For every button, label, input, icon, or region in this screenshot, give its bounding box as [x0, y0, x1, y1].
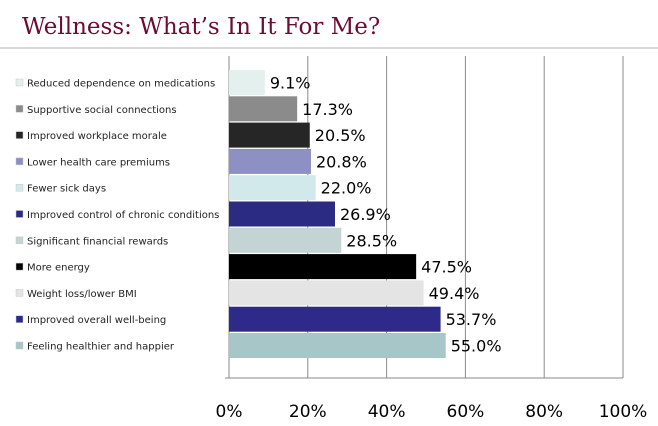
x-tick-label: 40%	[368, 402, 406, 422]
legend-label: Weight loss/lower BMI	[27, 289, 137, 300]
legend-swatch	[15, 210, 24, 218]
legend-swatch	[15, 105, 24, 113]
data-label: 47.5%	[421, 258, 472, 277]
bar	[229, 280, 424, 306]
data-label: 49.4%	[429, 284, 480, 303]
legend-swatch	[15, 131, 24, 139]
legend-swatch	[15, 315, 24, 323]
x-tick-label: 0%	[216, 402, 243, 422]
bar	[229, 122, 310, 148]
bar	[229, 96, 298, 122]
legend-swatch	[15, 341, 24, 350]
title-divider	[0, 47, 658, 49]
legend-label: Improved control of chronic conditions	[27, 210, 219, 221]
legend-label: Reduced dependence on medications	[27, 79, 215, 90]
bar	[229, 175, 316, 201]
legend-label: Supportive social connections	[27, 105, 177, 116]
data-label: 28.5%	[346, 231, 397, 250]
legend-label: Lower health care premiums	[27, 157, 170, 168]
data-label: 22.0%	[321, 179, 372, 198]
legend-swatch	[15, 157, 24, 166]
legend-label: Feeling healthier and happier	[27, 342, 175, 353]
legend-swatch	[15, 183, 24, 192]
bar	[229, 70, 265, 95]
bar	[229, 333, 446, 358]
legend-label: Improved workplace morale	[27, 131, 167, 142]
data-label: 9.1%	[270, 74, 311, 93]
data-label: 20.8%	[316, 152, 367, 171]
data-label: 17.3%	[302, 100, 353, 119]
legend-label: Fewer sick days	[27, 184, 106, 195]
x-tick-label: 20%	[289, 402, 327, 422]
data-label: 55.0%	[451, 337, 502, 356]
chart-title: Wellness: What’s In It For Me?	[22, 14, 381, 40]
bar	[229, 254, 417, 280]
bar	[229, 306, 441, 332]
x-tick-label: 80%	[525, 402, 563, 422]
x-tick-label: 100%	[599, 402, 648, 422]
legend-swatch	[15, 78, 24, 87]
x-tick-label: 60%	[447, 402, 485, 422]
legend-swatch	[15, 236, 24, 245]
legend-label: Improved overall well-being	[27, 315, 166, 326]
bar	[229, 148, 311, 174]
legend-label: More energy	[27, 263, 90, 274]
legend-swatch	[15, 289, 24, 297]
data-label: 53.7%	[446, 310, 497, 329]
bar	[229, 227, 342, 253]
bar	[229, 201, 335, 227]
data-label: 26.9%	[340, 205, 391, 224]
data-label: 20.5%	[315, 126, 366, 145]
legend-swatch	[15, 262, 24, 271]
legend-label: Significant financial rewards	[27, 236, 168, 247]
